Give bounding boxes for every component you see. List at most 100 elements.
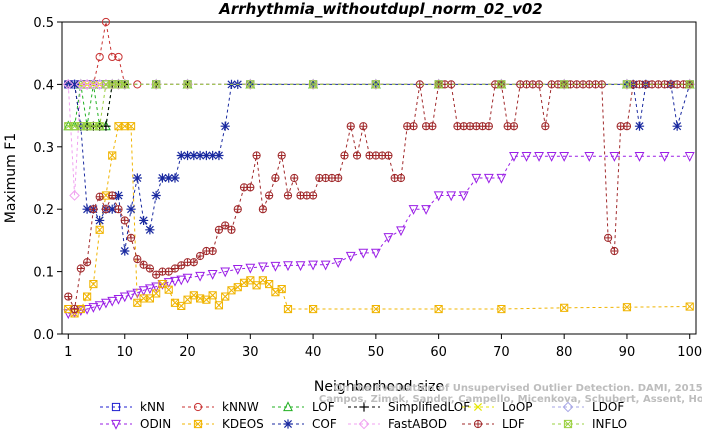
series-line-simplifiedlof (68, 83, 690, 127)
legend-label-fastabod: FastABOD (388, 417, 447, 431)
data-point-knnw (114, 52, 123, 62)
data-point-odin (63, 309, 74, 320)
data-point-kdeos (308, 304, 318, 314)
data-point-cof (145, 225, 155, 235)
x-tick-label: 60 (430, 345, 447, 360)
data-point-ldf (208, 246, 217, 256)
data-point-odin (119, 292, 130, 303)
data-point-odin (584, 152, 595, 162)
data-point-ldf (89, 205, 98, 214)
data-point-odin (458, 191, 469, 202)
legend-item-loop: LoOP (462, 400, 533, 414)
data-point-cof (208, 150, 218, 161)
legend-item-simplifiedlof: SimplifiedLOF (348, 400, 470, 414)
data-point-cof (195, 150, 205, 161)
data-point-inflo (95, 122, 104, 131)
x-tick-label: 1 (64, 345, 72, 360)
data-point-odin (446, 191, 457, 202)
data-point-ldf (308, 191, 318, 200)
data-point-fastabod (69, 190, 80, 201)
data-point-ldf (101, 205, 111, 214)
data-point-cof (164, 173, 174, 183)
legend-marker-knn (111, 402, 121, 412)
data-point-odin (176, 275, 187, 286)
data-point-kdeos (164, 285, 173, 294)
legend-label-simplifiedlof: SimplifiedLOF (388, 400, 470, 414)
data-point-cof (672, 121, 682, 131)
y-tick-label: 0.5 (33, 16, 54, 31)
data-point-cof (82, 204, 92, 214)
data-point-ldf (139, 260, 148, 269)
data-point-odin (659, 152, 670, 162)
x-tick-label: 40 (305, 345, 322, 360)
series-knnw (64, 17, 694, 89)
data-point-ldf (396, 173, 406, 183)
data-point-knnw (108, 52, 117, 62)
data-point-ldf (133, 255, 142, 264)
data-point-ldf (610, 246, 619, 256)
legend-label-loop: LoOP (502, 400, 533, 414)
data-point-ldf (214, 225, 224, 234)
data-point-odin (308, 260, 318, 271)
series-layer (62, 17, 696, 320)
chart-title: Arrhythmia_withoutdupl_norm_02_v02 (218, 0, 542, 18)
data-point-inflo (308, 80, 318, 89)
data-point-odin (163, 278, 174, 288)
data-point-ldf (340, 151, 349, 160)
legend: kNN kNNW LOF SimplifiedLOF LoOP LDOF ODIN KDEOS… (100, 400, 627, 431)
legend-item-knn: kNN (100, 400, 165, 414)
data-point-ldf (283, 191, 293, 200)
legend-marker-loop (473, 402, 483, 412)
data-point-ldf (64, 292, 73, 301)
data-point-ldf (76, 264, 85, 273)
data-point-odin (270, 261, 281, 272)
data-point-kdeos (497, 304, 506, 314)
data-point-kdeos (265, 279, 274, 289)
y-tick-label: 0.2 (33, 203, 54, 218)
data-point-odin (471, 173, 482, 184)
data-point-kdeos (76, 304, 85, 314)
data-point-odin (609, 152, 620, 162)
data-point-odin (295, 261, 306, 272)
data-point-cof (220, 121, 230, 131)
legend-marker-ldof (562, 401, 574, 413)
data-point-ldf (384, 151, 393, 160)
data-point-kdeos (108, 151, 117, 160)
data-point-knnw (101, 17, 111, 27)
data-point-ldf (359, 122, 368, 131)
x-tick-label: 100 (677, 345, 702, 360)
series-line-knnw (68, 21, 690, 85)
y-tick-label: 0.1 (33, 266, 54, 281)
data-point-ldf (83, 258, 92, 267)
data-point-ldf (114, 205, 123, 214)
legend-item-ldof: LDOF (552, 400, 624, 414)
data-point-knnw (95, 52, 104, 62)
data-point-cof (176, 150, 186, 161)
legend-item-lof: LOF (272, 400, 335, 414)
data-point-ldf (170, 264, 180, 273)
data-point-ldf (352, 151, 362, 160)
legend-marker-simplifiedlof (359, 402, 369, 412)
data-point-odin (151, 282, 162, 293)
legend-label-inflo: INFLO (592, 417, 627, 431)
series-line-lof (68, 83, 690, 127)
x-tick-label: 50 (368, 345, 385, 360)
legend-marker-fastabod (358, 418, 370, 430)
data-point-fastabod (307, 79, 319, 90)
data-point-cof (107, 204, 117, 214)
data-point-inflo (371, 80, 380, 89)
data-point-odin (383, 233, 394, 243)
data-point-odin (634, 152, 645, 162)
data-point-odin (370, 248, 381, 259)
x-axis-label: Neighborhood size (314, 379, 444, 395)
data-point-inflo (560, 80, 569, 89)
data-point-fastabod (182, 79, 193, 90)
series-line-inflo (68, 83, 690, 127)
data-point-ldf (120, 216, 129, 225)
series-line-cof (68, 83, 691, 252)
legend-marker-lof (283, 401, 293, 412)
data-point-kdeos (283, 304, 293, 314)
series-fastabod (62, 79, 696, 201)
data-point-ldf (409, 122, 418, 131)
